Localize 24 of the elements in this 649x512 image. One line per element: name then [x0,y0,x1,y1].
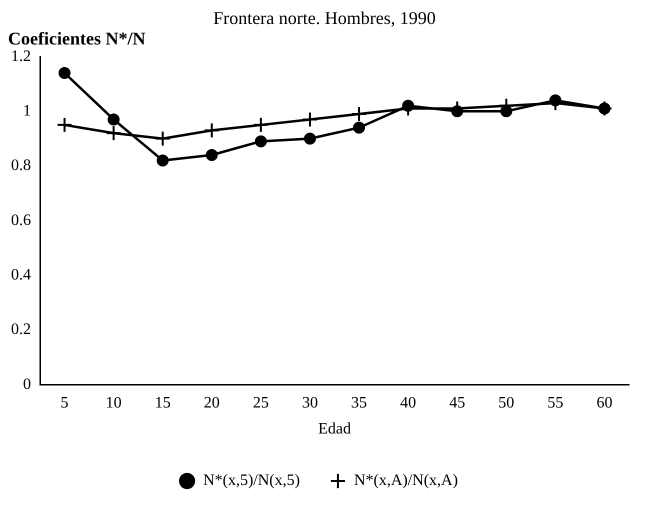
x-axis-title: Edad [318,420,351,438]
y-tick-label: 0 [23,376,31,393]
y-tick-label: 1.2 [11,48,31,65]
x-tick-label: 35 [351,394,368,412]
x-tick-label: 50 [498,394,514,412]
y-tick-label: 0.8 [11,157,31,174]
x-tick-label: 25 [252,394,269,412]
x-tick-label: 5 [60,394,69,412]
x-tick-label: 10 [106,394,122,412]
x-tick-label: 60 [596,394,612,412]
chart-title: Frontera norte. Hombres, 1990 [212,8,437,29]
y-tick-label: 0.2 [11,321,31,338]
y-tick-label: 1 [23,102,31,120]
y-axis-title: Coeficientes N*/N [8,28,146,48]
x-tick-label: 20 [204,394,220,412]
x-tick-label: 55 [547,394,564,412]
legend-label: N*(x,A)/N(x,A) [354,472,458,490]
x-tick-label: 45 [449,394,466,412]
y-tick-label: 0.4 [11,266,31,284]
x-tick-label: 30 [302,394,318,412]
y-tick-label: 0.6 [11,212,31,229]
x-tick-label: 40 [400,394,416,412]
legend-label: N*(x,5)/N(x,5) [203,472,300,490]
x-tick-label: 15 [154,394,171,412]
